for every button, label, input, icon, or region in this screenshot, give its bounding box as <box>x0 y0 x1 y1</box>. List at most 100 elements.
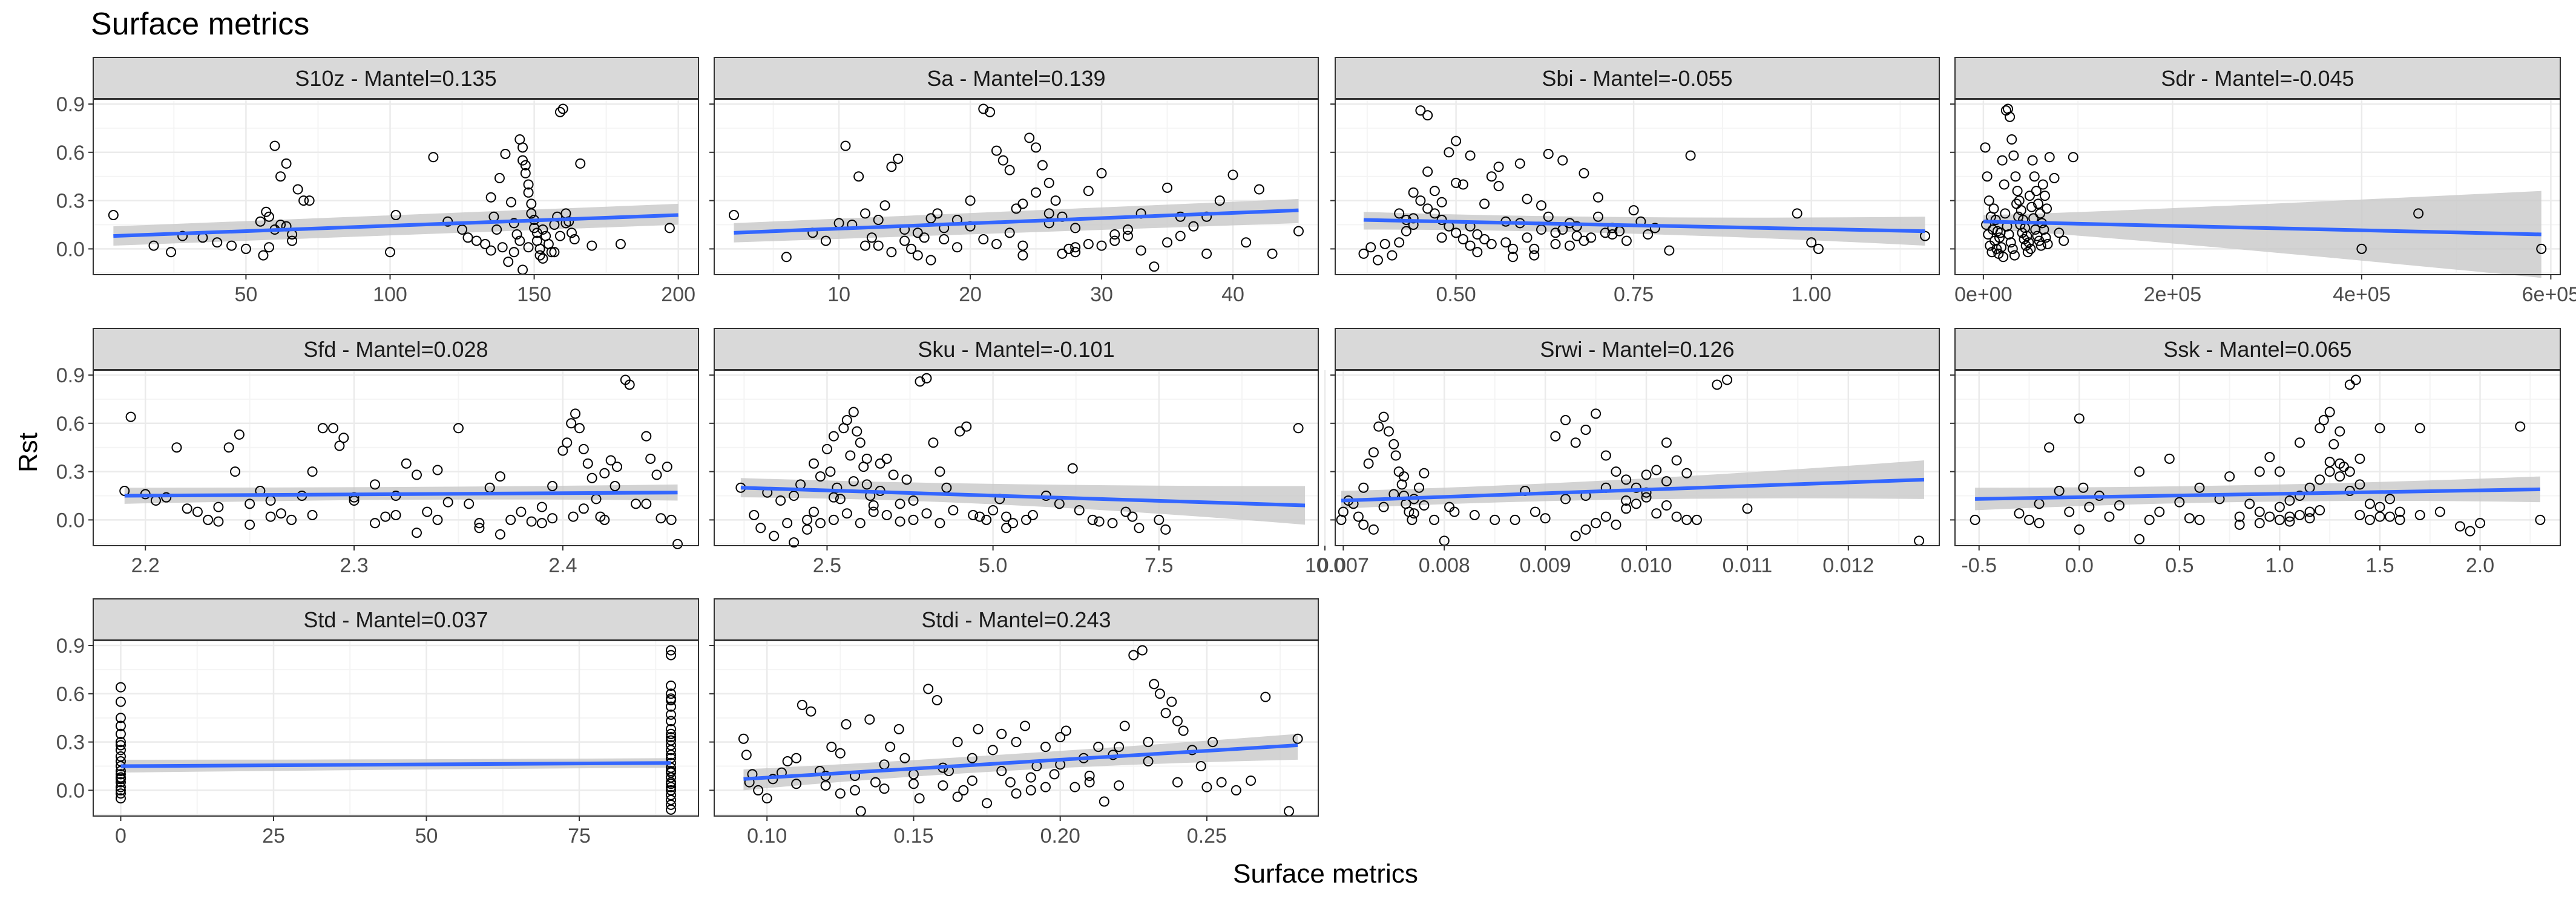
data-point <box>973 723 984 734</box>
data-point <box>2465 526 2476 537</box>
data-point <box>666 680 677 691</box>
data-point <box>569 234 580 244</box>
data-point <box>370 479 381 490</box>
x-tick-label: 0.012 <box>1822 554 1874 577</box>
data-point <box>2350 374 2361 385</box>
x-tick-label: 0.008 <box>1419 554 1470 577</box>
data-point <box>1040 782 1051 792</box>
data-point <box>1621 503 1632 514</box>
data-point <box>886 162 897 172</box>
data-point <box>1394 237 1405 248</box>
data-point <box>265 511 276 522</box>
data-point <box>1982 171 1993 182</box>
data-point <box>1621 474 1632 485</box>
data-point <box>1983 229 1994 240</box>
data-point <box>1154 514 1165 525</box>
data-point <box>1379 238 1390 249</box>
data-point <box>666 645 677 656</box>
data-point <box>263 211 274 222</box>
data-point <box>905 243 916 254</box>
data-point <box>432 514 443 525</box>
data-point <box>797 699 807 710</box>
data-point <box>1017 250 1028 261</box>
data-point <box>1742 503 1753 514</box>
confidence-band <box>1363 212 1925 246</box>
panel-border <box>1954 99 2561 275</box>
data-point <box>850 785 861 795</box>
data-point <box>1661 476 1672 487</box>
data-point <box>666 514 677 525</box>
data-point <box>2010 171 2021 182</box>
data-point <box>1631 482 1641 493</box>
data-point <box>2394 506 2405 517</box>
data-point <box>1122 224 1133 235</box>
data-point <box>1070 782 1080 792</box>
data-point <box>885 742 896 753</box>
data-point <box>1451 177 1462 188</box>
data-point <box>1611 466 1622 477</box>
data-point <box>981 514 992 525</box>
data-point <box>2344 466 2355 477</box>
data-point <box>226 240 237 251</box>
confidence-band <box>1983 191 2542 278</box>
data-point <box>1178 725 1189 736</box>
data-point <box>914 793 925 804</box>
data-point <box>2030 224 2041 235</box>
data-point <box>442 497 453 508</box>
data-point <box>1722 374 1733 385</box>
data-point <box>1486 238 1497 249</box>
data-point <box>1241 237 1252 248</box>
data-point <box>2044 152 2055 163</box>
data-point <box>566 418 577 429</box>
data-point <box>919 232 930 243</box>
facet-strip-label: S10z - Mantel=0.135 <box>295 66 496 91</box>
data-point <box>855 437 866 448</box>
data-point <box>2194 514 2205 525</box>
data-point <box>666 804 677 815</box>
data-point <box>1490 514 1500 525</box>
data-point <box>1004 165 1015 175</box>
data-point <box>1712 379 1723 390</box>
data-point <box>1001 523 1012 534</box>
data-point <box>2019 234 2029 244</box>
data-point <box>605 455 616 466</box>
data-point <box>523 187 534 198</box>
data-point <box>939 234 950 244</box>
facet-strip <box>714 328 1319 370</box>
data-point <box>1422 110 1433 121</box>
data-point <box>390 509 401 520</box>
x-tick-label: 100 <box>373 283 407 306</box>
data-point <box>2244 498 2255 509</box>
data-point <box>809 458 820 469</box>
data-point <box>2535 514 2546 525</box>
data-point <box>1063 243 1074 254</box>
data-point <box>1166 696 1177 707</box>
data-point <box>1149 261 1160 272</box>
trend-line <box>120 761 671 768</box>
data-point <box>1550 238 1561 249</box>
data-point <box>912 227 923 238</box>
data-point <box>1550 431 1561 442</box>
data-point <box>1419 468 1430 478</box>
data-point <box>1160 524 1171 535</box>
data-point <box>840 140 851 151</box>
data-point <box>471 235 482 246</box>
data-point <box>826 742 837 753</box>
data-point <box>935 466 945 477</box>
x-tick-label: 1.0 <box>2266 554 2294 577</box>
panel-border <box>1954 370 2561 546</box>
panel-border <box>93 640 699 817</box>
facet-panel-9: Std - Mantel=0.037 0.0 0.3 0.6 0.9 0 25 50 75 <box>56 598 699 848</box>
data-point <box>791 779 802 789</box>
data-point <box>1628 205 1639 216</box>
data-point <box>1025 785 1036 795</box>
data-point <box>1230 785 1241 795</box>
data-point <box>1457 179 1468 190</box>
data-point <box>2274 501 2285 512</box>
data-point <box>2354 453 2365 464</box>
x-tick-label: 0.011 <box>1723 554 1773 577</box>
data-point <box>925 255 936 266</box>
data-point <box>941 482 952 493</box>
data-point <box>212 237 223 248</box>
data-point <box>951 242 962 253</box>
